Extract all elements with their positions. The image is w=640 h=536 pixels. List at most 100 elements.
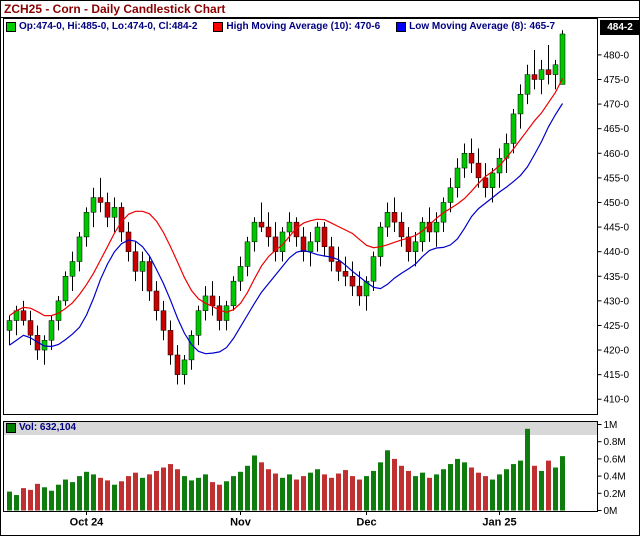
candle-body bbox=[377, 226, 384, 257]
volume-bar bbox=[294, 479, 299, 511]
candle-body bbox=[181, 359, 188, 375]
low-ma-line bbox=[9, 103, 564, 355]
price-axis: 480-0 475-0 470-0 465-0 460-0 455-0 450-0 445-0… bbox=[597, 50, 630, 406]
candle-body bbox=[153, 290, 160, 311]
low-ma-swatch-icon bbox=[396, 21, 407, 32]
volume-bar bbox=[266, 469, 271, 511]
candle-body bbox=[188, 335, 195, 361]
candle-body bbox=[405, 236, 412, 252]
price-axis-label: 445-0 bbox=[604, 223, 630, 234]
volume-bar bbox=[350, 476, 355, 511]
volume-bar bbox=[546, 460, 551, 511]
legend-item-high-ma: High Moving Average (10): 470-6 bbox=[213, 21, 380, 32]
volume-bar bbox=[336, 473, 341, 511]
volume-bar bbox=[224, 481, 229, 511]
price-axis-label: 410-0 bbox=[604, 395, 630, 406]
volume-bar bbox=[147, 474, 152, 511]
high-ma-legend-label: High Moving Average (10): 470-6 bbox=[226, 21, 381, 32]
candle-body bbox=[321, 226, 328, 247]
volume-bar bbox=[553, 467, 558, 511]
volume-bar bbox=[112, 484, 117, 511]
volume-bar bbox=[462, 462, 467, 511]
candle-body bbox=[524, 74, 531, 95]
x-axis-label: Oct 24 bbox=[70, 517, 105, 529]
candle-body bbox=[146, 261, 153, 292]
candle-body bbox=[545, 69, 552, 75]
candle-body bbox=[195, 310, 202, 336]
volume-bar bbox=[357, 479, 362, 511]
volume-bar bbox=[343, 470, 348, 511]
chart-area: 480-0 475-0 470-0 465-0 460-0 455-0 450-0 445-0… bbox=[1, 18, 639, 535]
high-ma-swatch-icon bbox=[213, 21, 224, 32]
volume-bar bbox=[154, 470, 159, 511]
price-axis-label: 425-0 bbox=[604, 321, 630, 332]
volume-bar bbox=[252, 455, 257, 511]
price-axis-label: 435-0 bbox=[604, 272, 630, 283]
volume-bar bbox=[175, 469, 180, 511]
volume-bar bbox=[392, 458, 397, 511]
candle-body bbox=[83, 212, 90, 238]
volume-bar bbox=[28, 489, 33, 511]
candle-body bbox=[237, 266, 244, 282]
candle-body bbox=[412, 241, 419, 252]
candle-body bbox=[167, 330, 174, 356]
volume-header-band bbox=[4, 422, 597, 435]
volume-bar bbox=[203, 474, 208, 511]
candle-body bbox=[286, 221, 293, 233]
price-plot-frame bbox=[3, 18, 598, 415]
candle-body bbox=[62, 276, 69, 302]
volume-bar bbox=[511, 464, 516, 511]
candle-body bbox=[160, 310, 167, 331]
candle-body bbox=[489, 172, 496, 188]
volume-bar bbox=[7, 491, 12, 511]
candle-body bbox=[293, 221, 300, 238]
legend-item-ohlc: Op:474-0, Hi:485-0, Lo:474-0, Cl:484-2 bbox=[6, 21, 197, 32]
volume-bar bbox=[469, 467, 474, 511]
candle-body bbox=[538, 69, 545, 80]
volume-bar bbox=[413, 476, 418, 511]
candle-body bbox=[20, 310, 27, 321]
candle-body bbox=[69, 261, 76, 277]
volume-bar bbox=[455, 458, 460, 511]
volume-bar bbox=[518, 460, 523, 511]
high-ma-line bbox=[9, 78, 564, 317]
last-price-badge: 484-2 bbox=[600, 20, 639, 35]
chart-canvas: 480-0 475-0 470-0 465-0 460-0 455-0 450-0 445-0… bbox=[3, 18, 630, 529]
candle-body bbox=[132, 251, 139, 272]
volume-bar bbox=[280, 477, 285, 511]
volume-bar bbox=[441, 469, 446, 511]
candle-body bbox=[90, 197, 97, 213]
volume-bar bbox=[308, 472, 313, 511]
ohlc-legend-label: Op:474-0, Hi:485-0, Lo:474-0, Cl:484-2 bbox=[19, 21, 198, 32]
candle-body bbox=[468, 153, 475, 164]
price-axis-label: 475-0 bbox=[604, 75, 630, 86]
volume-bar bbox=[126, 476, 131, 511]
volume-bar bbox=[322, 474, 327, 511]
candle-body bbox=[328, 246, 335, 262]
volume-bar bbox=[364, 476, 369, 511]
candle-body bbox=[76, 236, 83, 262]
candle-body bbox=[258, 221, 265, 228]
candle-body bbox=[48, 320, 55, 341]
volume-bar bbox=[273, 473, 278, 511]
volume-bar bbox=[49, 490, 54, 511]
candle-body bbox=[398, 221, 405, 238]
volume-bar bbox=[406, 470, 411, 511]
candle-body bbox=[27, 320, 34, 336]
legend-item-low-ma: Low Moving Average (8): 465-7 bbox=[396, 21, 555, 32]
volume-bar bbox=[119, 481, 124, 511]
volume-bar bbox=[238, 471, 243, 511]
candle-body bbox=[307, 241, 314, 252]
candles bbox=[6, 30, 566, 385]
volume-bar bbox=[504, 469, 509, 511]
candle-body bbox=[6, 320, 13, 331]
volume-bar bbox=[133, 472, 138, 511]
volume-bar bbox=[77, 476, 82, 511]
price-axis-label: 480-0 bbox=[604, 50, 630, 61]
volume-legend: Vol: 632,104 bbox=[6, 422, 76, 433]
volume-bar bbox=[490, 479, 495, 511]
candle-body bbox=[272, 236, 279, 252]
price-axis-label: 460-0 bbox=[604, 149, 630, 160]
volume-bar bbox=[525, 428, 530, 511]
